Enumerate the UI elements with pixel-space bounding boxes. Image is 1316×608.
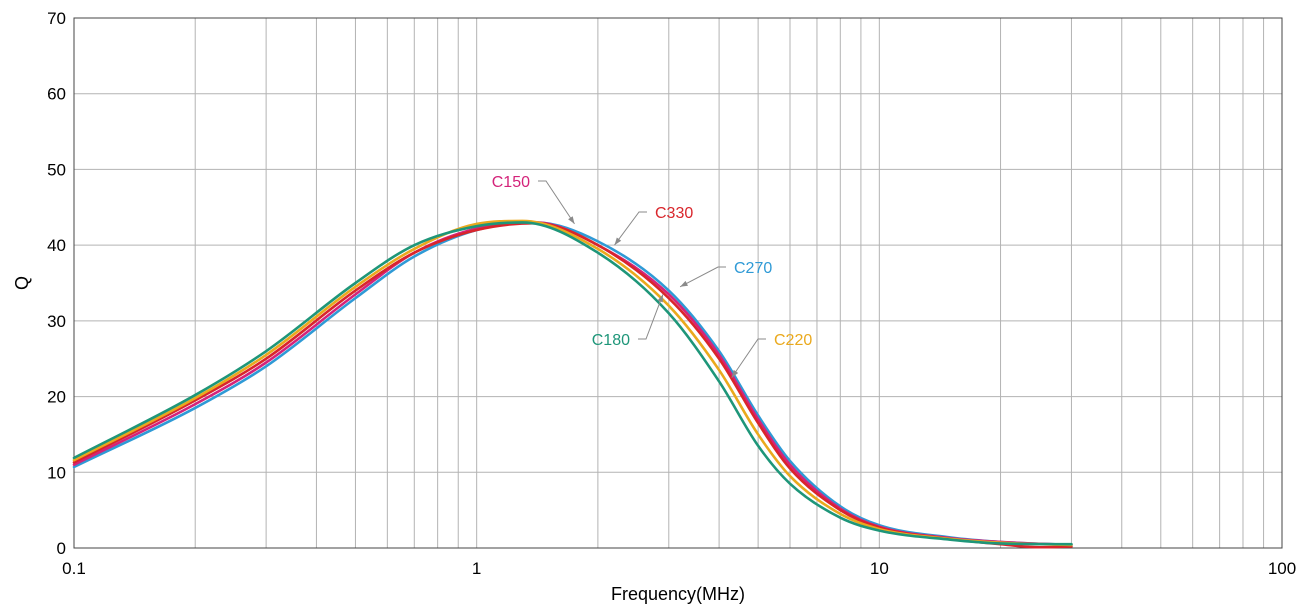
x-tick-label: 100 <box>1268 559 1296 578</box>
series-label-c270: C270 <box>734 260 772 277</box>
plot-frame <box>73 17 1283 549</box>
series-line-c220 <box>72 219 1073 547</box>
y-tick-label: 60 <box>47 85 66 104</box>
y-tick-labels: 0 10 20 30 40 50 60 70 <box>47 9 66 558</box>
x-tick-label: 1 <box>472 559 481 578</box>
y-tick-label: 20 <box>47 388 66 407</box>
callout-leader <box>679 266 726 288</box>
x-tick-label: 0.1 <box>62 559 86 578</box>
callout-leader <box>538 180 575 225</box>
callout-leader <box>731 338 766 378</box>
y-tick-label: 10 <box>47 463 66 482</box>
callout-arrowhead <box>657 294 663 303</box>
series-line-c330 <box>72 221 1073 549</box>
series-label-c150: C150 <box>492 174 530 191</box>
y-tick-label: 0 <box>57 539 66 558</box>
series-label-c330: C330 <box>655 205 693 222</box>
x-tick-labels: 0.1 1 10 100 <box>62 559 1296 578</box>
x-tick-label: 10 <box>870 559 889 578</box>
callout-leader <box>638 294 664 340</box>
callout-arrowhead <box>680 280 688 287</box>
grid-lines <box>74 18 1282 548</box>
y-tick-label: 30 <box>47 312 66 331</box>
series-label-c180: C180 <box>592 332 630 349</box>
y-axis-title: Q <box>12 276 32 290</box>
y-tick-label: 40 <box>47 236 66 255</box>
series-label-c220: C220 <box>774 332 812 349</box>
annotations-group: C150 C330 C270 C180 C220 <box>492 174 812 378</box>
series-line-c180 <box>72 221 1073 546</box>
y-tick-label: 70 <box>47 9 66 28</box>
callout-arrowhead <box>614 237 622 246</box>
callout-arrowhead <box>731 369 739 378</box>
callout-leader <box>614 211 647 246</box>
series-group <box>72 219 1073 549</box>
callout-arrowhead <box>568 216 575 224</box>
y-tick-label: 50 <box>47 160 66 179</box>
x-axis-title: Frequency(MHz) <box>611 584 745 604</box>
